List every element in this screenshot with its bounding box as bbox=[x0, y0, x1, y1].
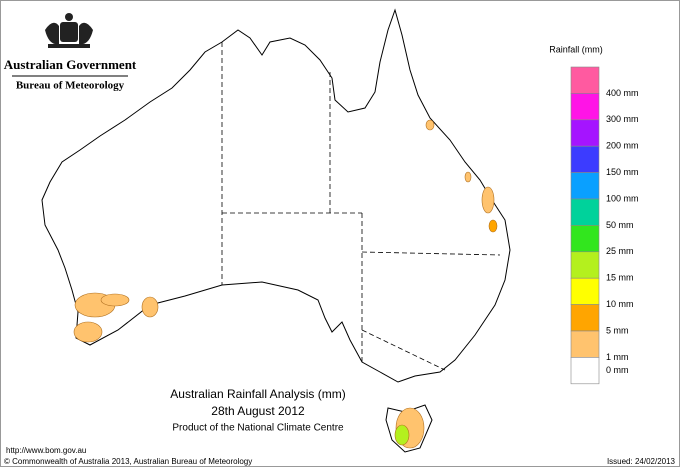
mainland bbox=[41, 8, 511, 383]
legend-swatch bbox=[570, 357, 600, 385]
rain-areas bbox=[73, 119, 498, 449]
legend-swatch bbox=[570, 304, 600, 332]
legend-label: 50 mm bbox=[606, 220, 634, 230]
copyright: © Commonwealth of Australia 2013, Austra… bbox=[4, 457, 252, 466]
legend-swatch bbox=[570, 225, 600, 253]
crest bbox=[45, 13, 93, 48]
legend-label: 0 mm bbox=[606, 365, 629, 375]
legend-swatch bbox=[570, 277, 600, 305]
legend-label: 10 mm bbox=[606, 299, 634, 309]
map-title: Australian Rainfall Analysis (mm) bbox=[170, 387, 345, 401]
legend-swatch bbox=[570, 198, 600, 226]
legend-swatch bbox=[570, 93, 600, 121]
legend-label: 100 mm bbox=[606, 193, 639, 203]
legend-label: 150 mm bbox=[606, 167, 639, 177]
legend-swatch bbox=[570, 119, 600, 147]
legend-swatch bbox=[570, 330, 600, 358]
legend-swatch bbox=[570, 251, 600, 279]
legend-label: 300 mm bbox=[606, 114, 639, 124]
legend-title: Rainfall (mm) bbox=[549, 44, 603, 54]
legend-label: 1 mm bbox=[606, 352, 629, 362]
bureau: Bureau of Meteorology bbox=[16, 80, 125, 92]
legend: 400 mm 300 mm 200 mm 150 mm 100 mm 50 mm 25 mm… bbox=[570, 66, 639, 385]
government: Australian Government bbox=[4, 57, 137, 72]
legend-swatch bbox=[570, 145, 600, 173]
legend-label: 400 mm bbox=[606, 88, 639, 98]
legend-label: 25 mm bbox=[606, 246, 634, 256]
legend-swatch bbox=[570, 66, 600, 94]
legend-label: 5 mm bbox=[606, 325, 629, 335]
state-borders bbox=[221, 42, 501, 371]
legend-label: 15 mm bbox=[606, 273, 634, 283]
map-date: 28th August 2012 bbox=[211, 404, 305, 418]
issued: Issued: 24/02/2013 bbox=[607, 457, 676, 466]
legend-label: 200 mm bbox=[606, 141, 639, 151]
map-product: Product of the National Climate Centre bbox=[172, 423, 344, 434]
legend-swatch bbox=[570, 172, 600, 200]
url: http://www.bom.gov.au bbox=[6, 446, 86, 455]
